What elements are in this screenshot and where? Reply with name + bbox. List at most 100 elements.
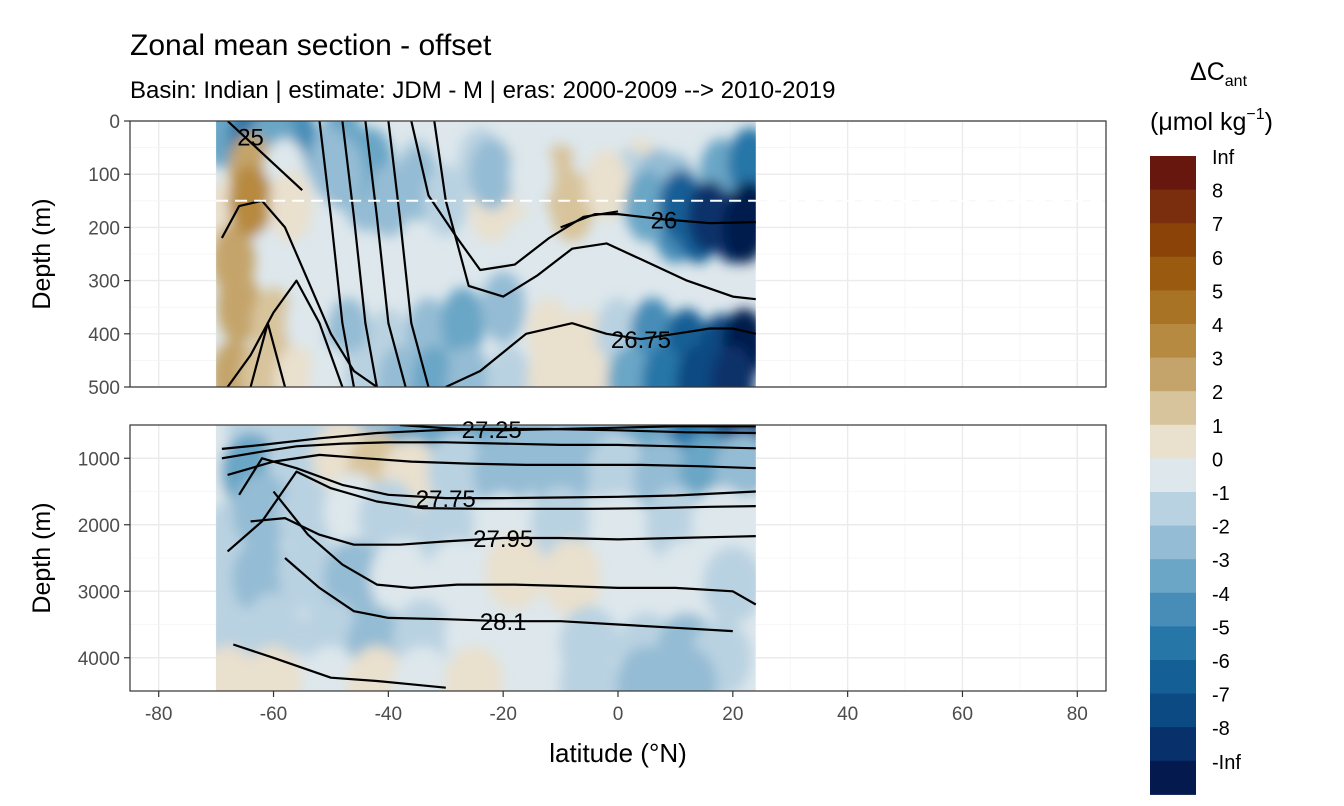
field-cell [710,345,755,387]
field-cell [277,479,338,557]
panel-lower-ylabel: Depth (m) [28,502,56,613]
legend-keys: Inf 8 7 6 5 4 3 2 1 0 -1 -2 -3 -4 -5 -6 -7 -8 -Inf [1150,147,1241,795]
field-cell [641,345,686,387]
y-tick-label: 2000 [78,516,120,537]
isopycnal-label: 27.25 [462,417,522,444]
field-cell [567,345,612,387]
legend-key [1150,357,1196,392]
isopycnal-line [249,322,287,387]
field-cell [444,645,505,691]
field-cell [656,539,717,617]
legend-key [1150,189,1196,224]
x-tick-label: 40 [837,704,858,725]
isopycnal-line [364,121,407,387]
legend-key [1150,626,1196,661]
legend-label: -3 [1212,550,1230,572]
legend-label: 7 [1212,214,1223,236]
field-cell [268,170,313,242]
isopycnal-line [221,427,756,450]
field-cell [323,539,384,617]
field-cell [584,149,629,221]
legend-label: -Inf [1212,752,1241,774]
legend-key [1150,559,1196,594]
field-cell [676,345,721,387]
legend-key [1150,458,1196,493]
panel-upper-isopycnal-labels: 25 26 26.75 [237,125,677,355]
field-cell [446,345,491,387]
legend-key [1150,760,1196,795]
isopycnal-line [227,453,756,476]
field-cell [501,645,562,691]
legend-label: 4 [1212,315,1223,337]
x-tick-label: 80 [1067,704,1088,725]
x-tick-label: -20 [489,704,516,725]
legend-label: 8 [1212,181,1223,203]
field-cell [624,170,669,242]
field-cell [607,345,652,387]
legend-unit: (μmol kg−1) [1150,106,1273,136]
isopycnal-line [226,279,344,387]
field-cell [427,433,488,510]
isopycnal-line [221,441,756,460]
field-cell [440,287,485,359]
y-tick-label: 4000 [78,649,120,670]
field-cell [308,345,353,387]
legend-key [1150,525,1196,560]
legend-label: -6 [1212,651,1230,673]
panel-lower-isopycnals [221,425,757,689]
field-cell [274,345,319,387]
legend-key [1150,424,1196,459]
y-tick-label: 200 [88,218,120,239]
chart-subtitle: Basin: Indian | estimate: JDM - M | eras… [130,77,836,104]
field-cell [588,433,648,510]
field-cell [358,479,419,557]
panel-lower: 27.25 27.75 27.95 28.1 1000 2000 3000 4000 Dep… [28,417,1107,692]
legend-label: -4 [1212,584,1230,606]
x-tick-label: -80 [145,704,172,725]
isopycnal-label: 27.75 [416,486,476,513]
legend-label: -7 [1212,685,1230,707]
field-cell [243,592,304,670]
field-cell [559,645,620,691]
panel-upper-border [129,120,1107,388]
field-cell [232,473,293,550]
field-cell [527,345,572,387]
field-cell [427,539,488,617]
legend-label: -5 [1212,617,1230,639]
field-cell [484,532,545,610]
panel-upper-y-axis: 0 100 200 300 400 500 [88,112,130,399]
isopycnal-line [445,322,757,387]
legend-label: -8 [1212,718,1230,740]
x-axis-label: latitude (°N) [549,738,687,768]
x-tick-label: 60 [952,704,973,725]
legend-key [1150,324,1196,359]
isopycnal-line [250,517,756,546]
field-cell [243,645,304,691]
isopycnal-line [284,557,733,633]
field-cell [722,191,756,264]
legend-label: 1 [1212,416,1223,438]
y-tick-label: 100 [88,165,120,186]
legend-key [1150,156,1196,191]
legend-key [1150,256,1196,291]
y-tick-label: 400 [88,325,120,346]
field-cell [599,539,660,617]
field-area [216,121,756,387]
field-cell [320,138,365,211]
field-cell [486,345,531,387]
field-cell [217,271,262,344]
legend-label: 3 [1212,349,1223,371]
legend-key [1150,693,1196,728]
isopycnal-line [238,457,756,500]
panel-upper-field [216,121,756,387]
field-cell [702,546,756,623]
legend-label: 2 [1212,382,1223,404]
panel-lower-y-axis: 1000 2000 3000 4000 [78,449,130,670]
legend-key [1150,223,1196,258]
field-cell [228,164,273,237]
legend-key [1150,660,1196,695]
field-cell [473,433,534,510]
isopycnal-label: 26.75 [611,327,671,354]
legend-label: 5 [1212,281,1223,303]
isopycnal-label: 26 [651,207,678,234]
